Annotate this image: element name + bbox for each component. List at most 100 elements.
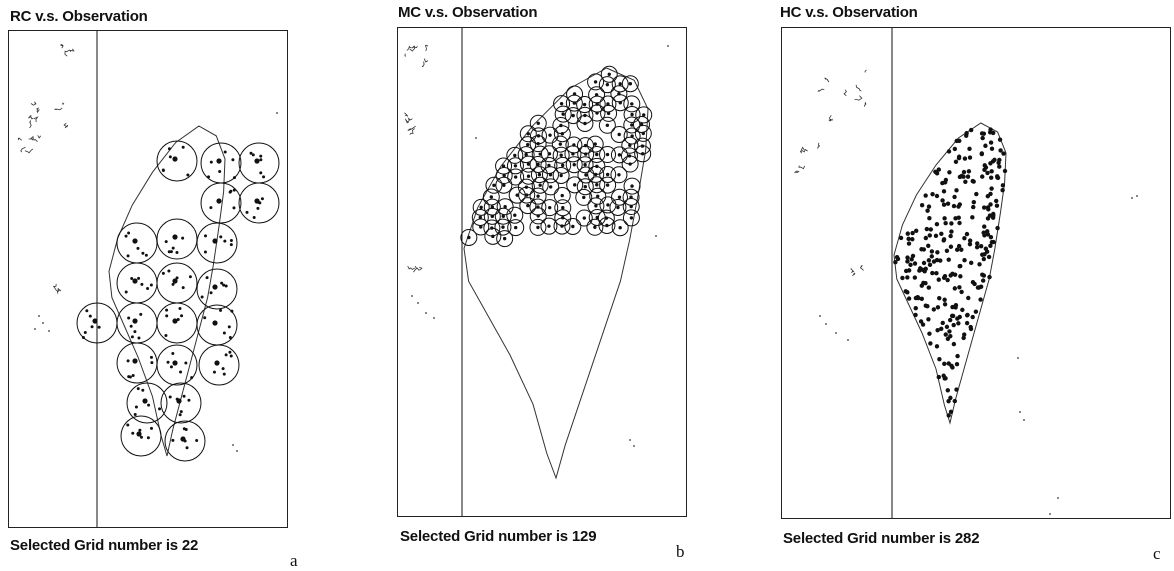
- station-dot: [948, 273, 953, 278]
- station-dot: [479, 205, 483, 210]
- station-dot: [513, 164, 518, 168]
- station-dot: [513, 153, 517, 158]
- station-dot: [921, 247, 927, 252]
- grid-circle: [519, 125, 537, 143]
- station-dot: [182, 427, 186, 431]
- station-dot: [165, 308, 169, 312]
- grid-circle: [554, 199, 572, 217]
- grid-circle: [116, 262, 158, 304]
- station-dot: [937, 295, 942, 301]
- grid-circle: [238, 182, 280, 224]
- station-dot: [184, 361, 188, 365]
- station-dot: [502, 183, 506, 187]
- station-dot: [526, 174, 531, 178]
- grid-circle: [553, 125, 571, 143]
- station-dot: [939, 231, 944, 237]
- station-dot: [131, 373, 135, 377]
- grid-circle: [198, 344, 240, 386]
- station-dot: [959, 247, 964, 252]
- station-dot: [560, 163, 565, 168]
- station-dot: [978, 297, 983, 302]
- station-dot: [179, 370, 183, 374]
- station-dot: [228, 336, 232, 340]
- station-dot: [966, 295, 971, 301]
- grid-circle: [565, 94, 583, 112]
- station-dot: [126, 254, 130, 258]
- grid-circle: [609, 198, 627, 216]
- station-dot: [905, 255, 910, 260]
- station-dot: [229, 243, 233, 247]
- station-dot: [559, 153, 563, 157]
- station-dot: [946, 398, 951, 404]
- station-dot: [561, 206, 565, 210]
- grid-circle: [554, 105, 572, 123]
- station-dot: [630, 134, 634, 138]
- station-dot: [988, 202, 993, 207]
- station-dot: [571, 224, 575, 229]
- station-dot: [209, 291, 213, 295]
- station-dot: [989, 186, 994, 191]
- station-dot: [180, 314, 184, 318]
- grid-circle: [472, 218, 490, 236]
- station-dot: [169, 250, 173, 254]
- station-dot: [938, 258, 943, 263]
- station-dot: [957, 314, 962, 320]
- station-dot: [948, 244, 954, 249]
- station-dot: [222, 331, 226, 335]
- station-dot: [640, 152, 645, 156]
- station-dot: [914, 228, 919, 233]
- station-dot: [140, 282, 144, 286]
- station-dot: [501, 164, 506, 168]
- station-dot: [259, 158, 263, 162]
- station-dot: [930, 191, 935, 197]
- station-dot: [980, 174, 985, 179]
- grid-circle: [575, 209, 593, 227]
- grid-circle: [576, 178, 594, 196]
- grid-circle: [506, 206, 524, 224]
- station-dot: [920, 267, 925, 272]
- grid-circle: [120, 415, 162, 457]
- station-dot: [956, 321, 961, 326]
- grid-circle: [472, 198, 490, 216]
- station-dot: [893, 260, 898, 265]
- station-dot: [956, 154, 962, 159]
- station-dot: [168, 395, 172, 399]
- station-dot: [995, 175, 1000, 180]
- station-dot: [127, 231, 131, 235]
- station-dot: [178, 413, 182, 417]
- station-dot: [957, 285, 962, 290]
- islet: [825, 323, 827, 325]
- grid-center-dot: [132, 358, 138, 364]
- station-dot: [595, 111, 599, 115]
- station-dot: [97, 325, 101, 329]
- islet: [629, 439, 631, 441]
- panel-a-letter: a: [290, 551, 298, 570]
- station-dot: [548, 205, 552, 210]
- grid-circle: [635, 106, 653, 124]
- panel-a-map-frame: [8, 30, 288, 528]
- station-dot: [926, 258, 932, 263]
- grid-circle: [622, 198, 640, 216]
- station-dot: [133, 330, 137, 334]
- station-dot: [514, 225, 518, 230]
- station-dot: [926, 285, 932, 290]
- station-dot: [944, 324, 950, 330]
- panel-c-map: [793, 28, 1138, 518]
- islet: [1017, 357, 1019, 359]
- station-dot: [923, 193, 928, 198]
- station-dot: [905, 275, 910, 280]
- grid-circle: [529, 218, 547, 236]
- station-dot: [131, 431, 135, 435]
- station-dot: [515, 193, 519, 197]
- station-dot: [536, 162, 540, 167]
- station-dot: [964, 320, 970, 326]
- station-dot: [1001, 151, 1006, 156]
- station-dot: [618, 101, 622, 105]
- grid-circle: [634, 124, 652, 142]
- station-dot: [572, 101, 577, 105]
- station-dot: [606, 203, 610, 207]
- station-dot: [593, 142, 597, 146]
- station-dot: [561, 112, 565, 116]
- station-dot: [942, 302, 948, 307]
- station-dot: [571, 113, 575, 118]
